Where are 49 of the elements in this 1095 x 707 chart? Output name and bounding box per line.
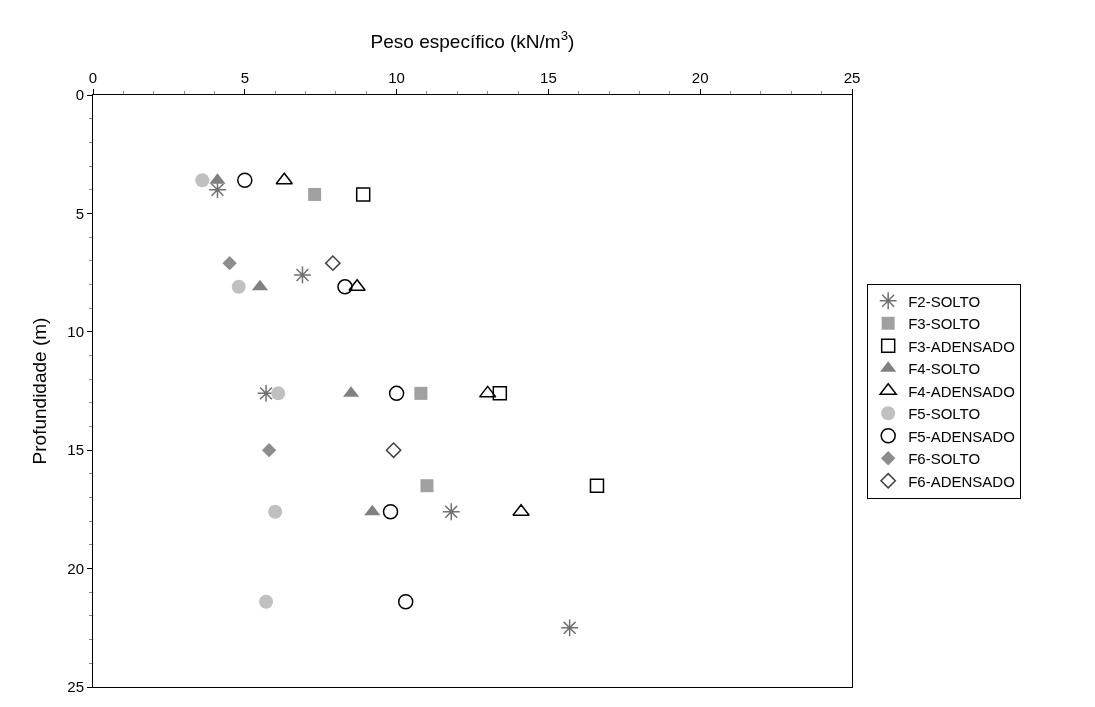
y-tick-label: 0 [75, 86, 84, 104]
point [261, 443, 277, 458]
point [364, 504, 381, 516]
point [268, 504, 283, 519]
point [324, 255, 341, 272]
x-tick-label: 25 [843, 69, 861, 86]
point [259, 594, 274, 609]
y-axis-title: Profundidade (m) [29, 317, 51, 465]
legend-label: F3-ADENSADO [908, 337, 1015, 355]
point [222, 255, 237, 271]
x-axis-title: Peso específico (kN/m$^{3}$) [370, 27, 575, 52]
y-tick-label: 15 [67, 441, 84, 459]
point [420, 479, 434, 493]
point [382, 504, 399, 520]
point [385, 442, 402, 459]
legend-label: F5-ADENSADO [908, 427, 1015, 445]
y-tick-label: 25 [67, 678, 84, 696]
point [231, 279, 246, 294]
legend-label: F4-ADENSADO [908, 382, 1015, 400]
point [397, 594, 414, 610]
point [348, 279, 366, 292]
legend-label: F4-SOLTO [908, 360, 981, 378]
legend-label: F2-SOLTO [908, 292, 981, 310]
x-tick-label: 20 [691, 69, 709, 86]
x-tick-label: 15 [540, 69, 557, 86]
legend-label: F3-SOLTO [908, 315, 981, 333]
point [388, 385, 405, 402]
legend-label: F5-SOLTO [908, 405, 981, 423]
legend-label: F6-ADENSADO [908, 472, 1015, 490]
point [308, 187, 322, 201]
x-tick-label: 10 [388, 69, 405, 86]
point [355, 187, 371, 202]
point [237, 172, 253, 188]
point [492, 386, 508, 401]
point [195, 173, 210, 188]
point [512, 504, 530, 517]
legend-label: F6-SOLTO [908, 450, 981, 468]
y-tick-label: 20 [67, 559, 84, 577]
y-tick-label: 10 [67, 323, 84, 341]
y-tick-label: 5 [75, 204, 84, 222]
x-tick-label: 5 [240, 69, 249, 86]
point [442, 502, 461, 521]
point [560, 618, 579, 637]
x-tick-label: 0 [88, 69, 98, 86]
point [271, 386, 286, 401]
point [414, 386, 428, 400]
point [293, 265, 312, 285]
point [589, 478, 605, 493]
point [337, 279, 353, 295]
